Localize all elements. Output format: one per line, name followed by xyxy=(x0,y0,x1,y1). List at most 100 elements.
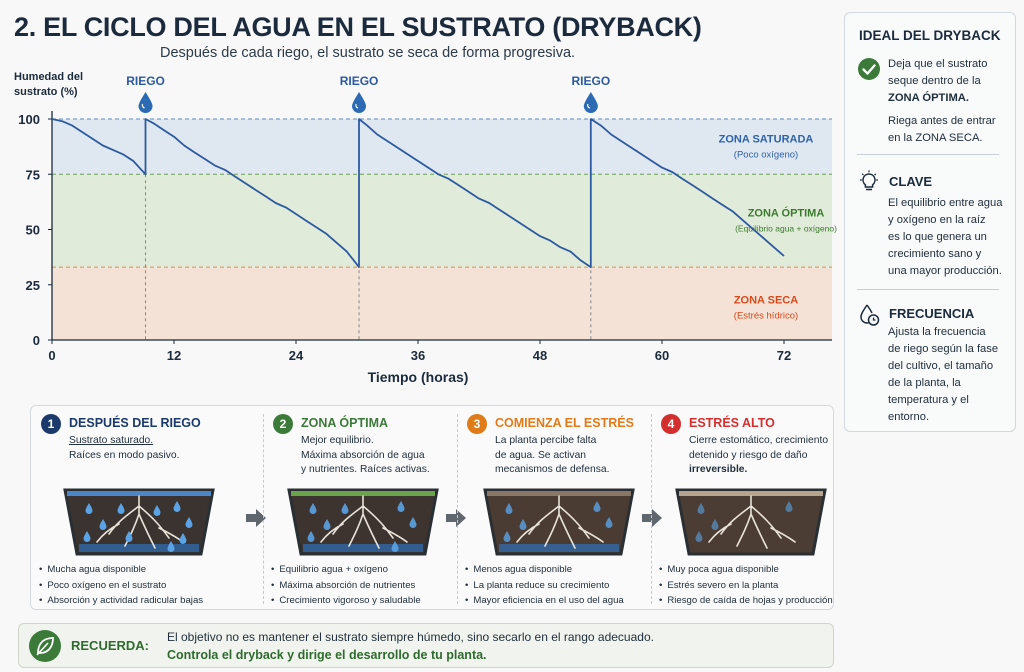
arrow-right-icon xyxy=(246,509,266,527)
y-tick-label: 0 xyxy=(33,333,40,348)
pot-surface xyxy=(291,491,435,496)
stage-bullet: Muy poca agua disponible xyxy=(659,562,833,578)
pot-water-layer xyxy=(499,544,619,552)
page-subtitle: Después de cada riego, el sustrato se se… xyxy=(160,45,576,61)
stage-name: COMIENZA EL ESTRÉS xyxy=(495,416,634,430)
water-droplet xyxy=(307,531,315,542)
pot-surface xyxy=(679,491,823,496)
zone-label: ZONA ÓPTIMA xyxy=(748,207,825,220)
optimal-pot-illustration xyxy=(287,488,439,556)
water-droplet xyxy=(785,501,793,512)
stage-number: 3 xyxy=(467,414,487,434)
stage-desc-line: de agua. Se activan xyxy=(495,449,587,461)
water-drop-shine xyxy=(355,103,359,109)
stage-desc-line: Mejor equilibrio. xyxy=(301,435,374,446)
zone-label: ZONA SATURADA xyxy=(719,134,814,146)
clave-text: El equilibrio entre agua y oxígeno en la… xyxy=(888,195,1002,280)
stage-bullet: Estrés severo en la planta xyxy=(659,578,833,594)
stage-1: 1 DESPUÉS DEL RIEGO Sustrato saturado. R… xyxy=(31,406,221,611)
ideal-line-1: Deja que el sustrato xyxy=(888,58,988,70)
water-droplet xyxy=(153,505,161,516)
ideal-line-6: en la ZONA SECA. xyxy=(888,132,983,144)
water-droplet xyxy=(167,541,175,552)
y-tick-label: 75 xyxy=(26,167,40,182)
ideal-line-2: seque dentro de la xyxy=(888,75,981,87)
stage-2: 2 ZONA ÓPTIMA Mejor equilibrio. Máxima a… xyxy=(263,406,453,611)
stage-number: 4 xyxy=(661,414,681,434)
water-drop-icon xyxy=(583,92,598,113)
x-tick-label: 72 xyxy=(777,348,791,363)
water-drop-shine xyxy=(141,103,145,109)
stage-bullets: Mucha agua disponible Poco oxígeno en el… xyxy=(39,562,203,609)
check-circle-icon xyxy=(858,58,880,80)
frec-line-1: Ajusta la frecuencia xyxy=(888,326,986,338)
stage-desc-line: La planta percibe falta xyxy=(495,435,597,446)
y-tick-label: 25 xyxy=(26,278,40,293)
water-droplet xyxy=(83,531,91,542)
pot-water-layer xyxy=(79,544,199,552)
arrow-right-icon xyxy=(642,509,662,527)
pot-surface xyxy=(487,491,631,496)
water-droplet xyxy=(323,519,331,530)
stage-bullet: Mucha agua disponible xyxy=(39,562,203,578)
y-axis-label: sustrato (%) xyxy=(14,86,78,98)
frec-line-4: de la planta, la xyxy=(888,377,961,389)
stage-bullet: Menos agua disponible xyxy=(465,562,624,578)
stage-description: Cierre estomático, crecimiento detenido … xyxy=(689,434,849,478)
clave-line-3: es lo que genera un xyxy=(888,231,987,243)
x-tick-label: 36 xyxy=(411,348,425,363)
ideal-text: Deja que el sustrato seque dentro de la … xyxy=(888,56,996,147)
water-droplet xyxy=(593,501,601,512)
stage-desc-line: mecanismos de defensa. xyxy=(495,464,610,475)
remember-banner: RECUERDA: El objetivo no es mantener el … xyxy=(18,623,834,668)
roots xyxy=(708,495,796,549)
water-droplet xyxy=(185,517,193,528)
water-droplet xyxy=(99,519,107,530)
water-drop-shine xyxy=(587,103,591,109)
roots xyxy=(516,495,604,549)
ideal-line-5: Riega antes de entrar xyxy=(888,115,996,127)
x-tick-label: 48 xyxy=(533,348,547,363)
humidity-series-line xyxy=(51,118,785,268)
side-divider-1 xyxy=(857,154,999,155)
stress-pot-illustration xyxy=(483,488,635,556)
remember-line-2: Controla el dryback y dirige el desarrol… xyxy=(167,648,487,662)
stage-bullet: La planta reduce su crecimiento xyxy=(465,578,624,594)
stage-bullets: Muy poca agua disponible Estrés severo e… xyxy=(659,562,833,609)
pot-surface xyxy=(67,491,211,496)
x-axis-label: Tiempo (horas) xyxy=(368,369,469,385)
stage-bullet: Mayor eficiencia en el uso del agua xyxy=(465,593,623,609)
x-tick-label: 24 xyxy=(289,348,304,363)
lightbulb-icon xyxy=(860,170,878,191)
ideal-line-3: ZONA ÓPTIMA. xyxy=(888,92,969,104)
zone-band-2 xyxy=(52,174,832,268)
clave-line-5: una mayor producción. xyxy=(888,265,1002,277)
water-droplet xyxy=(391,541,399,552)
irrigation-label: RIEGO xyxy=(571,74,610,88)
water-droplet xyxy=(179,533,187,544)
stage-bullets: Menos agua disponible La planta reduce s… xyxy=(465,562,624,609)
water-drop-icon xyxy=(352,92,367,113)
x-tick-label: 12 xyxy=(167,348,181,363)
remember-line-1: El objetivo no es mantener el sustrato s… xyxy=(167,630,654,644)
water-droplet xyxy=(409,517,417,528)
irrigation-label: RIEGO xyxy=(126,74,165,88)
saturated-pot-illustration xyxy=(63,488,215,556)
stage-bullet: Crecimiento vigoroso y saludable xyxy=(271,593,420,609)
stage-desc-line: Máxima absorción de agua xyxy=(301,449,425,461)
frec-line-5: temperatura y el xyxy=(888,394,969,406)
leaf-icon xyxy=(29,630,61,662)
stage-bullet: Absorción y actividad radicular bajas xyxy=(39,593,203,609)
x-tick-label: 60 xyxy=(655,348,669,363)
roots xyxy=(320,495,408,549)
water-droplet xyxy=(309,503,317,514)
water-droplet xyxy=(605,517,613,528)
water-droplet xyxy=(397,501,405,512)
clave-line-1: El equilibrio entre agua xyxy=(888,197,1003,209)
side-heading: IDEAL DEL DRYBACK xyxy=(859,28,1001,43)
water-droplet xyxy=(173,501,181,512)
frec-line-2: de riego según la fase xyxy=(888,343,999,355)
water-droplet xyxy=(711,519,719,530)
irrigation-label: RIEGO xyxy=(340,74,379,88)
